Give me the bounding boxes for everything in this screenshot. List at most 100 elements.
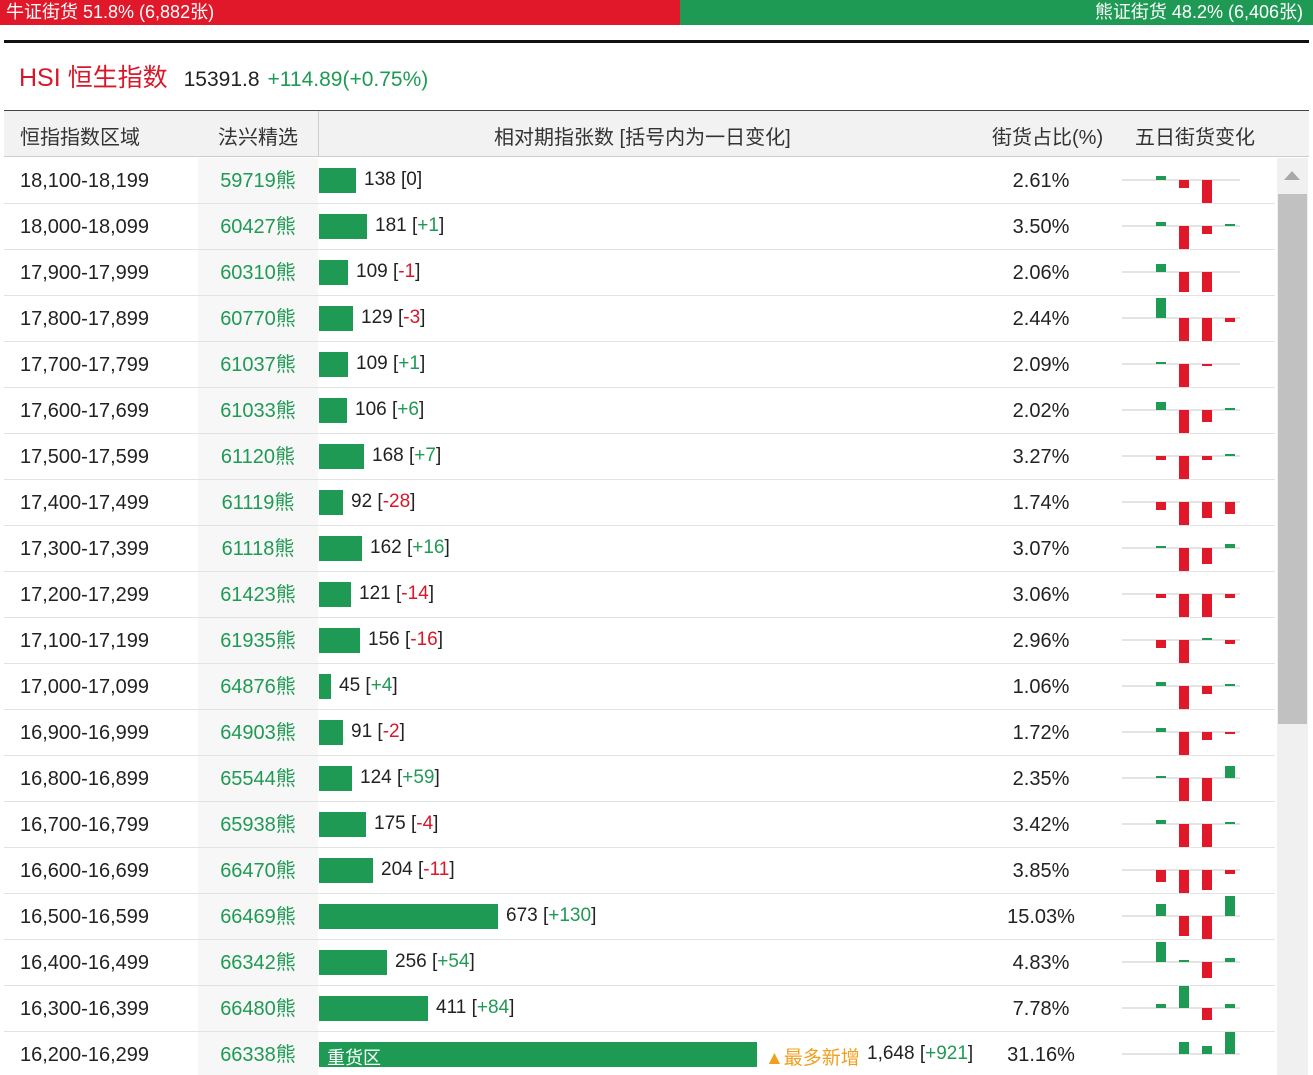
count-number: 106 xyxy=(355,399,387,420)
five-day-sparkline xyxy=(1122,820,1240,847)
table-row[interactable]: 17,600-17,699 61033熊 106 [+6] 2.02% xyxy=(4,388,1275,434)
sparkline-bar xyxy=(1156,904,1166,916)
sparkline-bar xyxy=(1202,638,1212,640)
count-value: 92 [-28] xyxy=(351,491,416,512)
warrant-code-link[interactable]: 66470熊 xyxy=(198,848,318,893)
count-number: 129 xyxy=(361,307,393,328)
scrollbar-thumb[interactable] xyxy=(1278,194,1307,724)
sparkline-bar xyxy=(1202,732,1212,740)
sparkline-bar xyxy=(1225,594,1235,598)
warrant-code-link[interactable]: 64903熊 xyxy=(198,710,318,755)
warrant-code-link[interactable]: 66338熊 xyxy=(198,1032,318,1075)
five-day-sparkline xyxy=(1122,298,1240,341)
daily-change: +7 xyxy=(414,445,436,466)
volume-bar xyxy=(319,904,498,929)
count-value: 106 [+6] xyxy=(355,399,425,420)
daily-change: +6 xyxy=(397,399,419,420)
daily-change: +16 xyxy=(412,537,445,558)
count-value: 138 [0] xyxy=(364,169,423,190)
index-range: 17,700-17,799 xyxy=(20,354,150,376)
count-value: 162 [+16] xyxy=(370,537,450,558)
table-row[interactable]: 16,800-16,899 65544熊 124 [+59] 2.35% xyxy=(4,756,1275,802)
table-row[interactable]: 17,200-17,299 61423熊 121 [-14] 3.06% xyxy=(4,572,1275,618)
sparkline-bar xyxy=(1202,594,1212,617)
share-percent: 2.44% xyxy=(1012,308,1070,330)
warrant-code-link[interactable]: 61423熊 xyxy=(198,572,318,617)
index-name[interactable]: HSI 恒生指数 xyxy=(19,64,168,92)
sparkline-bar xyxy=(1179,778,1189,801)
sparkline-bar xyxy=(1179,226,1189,249)
sparkline-bar xyxy=(1225,408,1235,410)
daily-change: +54 xyxy=(437,951,470,972)
count-number: 138 xyxy=(364,169,396,190)
table-row[interactable]: 16,300-16,399 66480熊 411 [+84] 7.78% xyxy=(4,986,1275,1032)
index-range: 18,100-18,199 xyxy=(20,170,150,192)
table-row[interactable]: 16,400-16,499 66342熊 256 [+54] 4.83% xyxy=(4,940,1275,986)
column-header-pick: 法兴精选 xyxy=(218,127,298,149)
sparkline-bar xyxy=(1179,548,1189,571)
sparkline-bar xyxy=(1202,502,1212,518)
table-row[interactable]: 17,800-17,899 60770熊 129 [-3] 2.44% xyxy=(4,296,1275,342)
sparkline-bar xyxy=(1156,456,1166,460)
warrant-code-link[interactable]: 64876熊 xyxy=(198,664,318,709)
table-row[interactable]: 17,300-17,399 61118熊 162 [+16] 3.07% xyxy=(4,526,1275,572)
sparkline-bar xyxy=(1225,896,1235,916)
sparkline-bar xyxy=(1156,222,1166,226)
warrant-code-link[interactable]: 60427熊 xyxy=(198,204,318,249)
warrant-code-link[interactable]: 59719熊 xyxy=(198,158,318,203)
scroll-up-arrow-icon[interactable] xyxy=(1284,171,1300,180)
sparkline-bar xyxy=(1202,456,1212,460)
share-percent: 2.96% xyxy=(1012,630,1070,652)
table-row[interactable]: 17,700-17,799 61037熊 109 [+1] 2.09% xyxy=(4,342,1275,388)
table-row[interactable]: 17,900-17,999 60310熊 109 [-1] 2.06% xyxy=(4,250,1275,296)
count-number: 673 xyxy=(506,905,538,926)
daily-change: -28 xyxy=(382,491,411,512)
table-row[interactable]: 16,600-16,699 66470熊 204 [-11] 3.85% xyxy=(4,848,1275,894)
warrant-code-link[interactable]: 61037熊 xyxy=(198,342,318,387)
sparkline-bar xyxy=(1202,272,1212,292)
table-row[interactable]: 18,000-18,099 60427熊 181 [+1] 3.50% xyxy=(4,204,1275,250)
warrant-code-link[interactable]: 60770熊 xyxy=(198,296,318,341)
five-day-sparkline xyxy=(1122,638,1240,663)
sparkline-bar xyxy=(1225,640,1235,644)
warrant-code-link[interactable]: 61118熊 xyxy=(198,526,318,571)
count-number: 411 xyxy=(436,997,467,1018)
warrant-code-link[interactable]: 66469熊 xyxy=(198,894,318,939)
index-range: 17,600-17,699 xyxy=(20,400,150,422)
count-value: 673 [+130] xyxy=(506,905,597,926)
sparkline-bar xyxy=(1156,264,1166,272)
count-number: 109 xyxy=(356,261,388,282)
count-number: 168 xyxy=(372,445,404,466)
table-row[interactable]: 16,200-16,299 66338熊 重货区 ▲最多新增 1,648 [+921] 3… xyxy=(4,1032,1275,1075)
daily-change: +59 xyxy=(402,767,435,788)
warrant-code-link[interactable]: 61033熊 xyxy=(198,388,318,433)
count-number: 1,648 xyxy=(867,1043,915,1064)
sparkline-bar xyxy=(1202,870,1212,890)
table-row[interactable]: 16,500-16,599 66469熊 673 [+130] 15.03% xyxy=(4,894,1275,940)
volume-bar xyxy=(319,214,367,239)
table-row[interactable]: 17,100-17,199 61935熊 156 [-16] 2.96% xyxy=(4,618,1275,664)
count-number: 91 xyxy=(351,721,373,742)
volume-bar xyxy=(319,168,356,193)
share-percent: 2.35% xyxy=(1012,768,1070,790)
warrant-code-link[interactable]: 66342熊 xyxy=(198,940,318,985)
daily-change: +4 xyxy=(370,675,393,696)
table-row[interactable]: 18,100-18,199 59719熊 138 [0] 2.61% xyxy=(4,158,1275,204)
table-row[interactable]: 16,900-16,999 64903熊 91 [-2] 1.72% xyxy=(4,710,1275,756)
warrant-code-link[interactable]: 65544熊 xyxy=(198,756,318,801)
table-row[interactable]: 17,500-17,599 61120熊 168 [+7] 3.27% xyxy=(4,434,1275,480)
table-row[interactable]: 16,700-16,799 65938熊 175 [-4] 3.42% xyxy=(4,802,1275,848)
five-day-sparkline xyxy=(1122,728,1240,755)
scrollbar[interactable] xyxy=(1277,158,1308,1075)
table-row[interactable]: 17,000-17,099 64876熊 45 [+4] 1.06% xyxy=(4,664,1275,710)
warrant-code-link[interactable]: 61120熊 xyxy=(198,434,318,479)
warrant-code-link[interactable]: 61935熊 xyxy=(198,618,318,663)
warrant-code-link[interactable]: 65938熊 xyxy=(198,802,318,847)
table-row[interactable]: 17,400-17,499 61119熊 92 [-28] 1.74% xyxy=(4,480,1275,526)
five-day-sparkline xyxy=(1122,896,1240,939)
warrant-code-link[interactable]: 60310熊 xyxy=(198,250,318,295)
warrant-code-link[interactable]: 66480熊 xyxy=(198,986,318,1031)
sparkline-bar xyxy=(1202,916,1212,939)
share-percent: 3.07% xyxy=(1012,538,1070,560)
warrant-code-link[interactable]: 61119熊 xyxy=(198,480,318,525)
